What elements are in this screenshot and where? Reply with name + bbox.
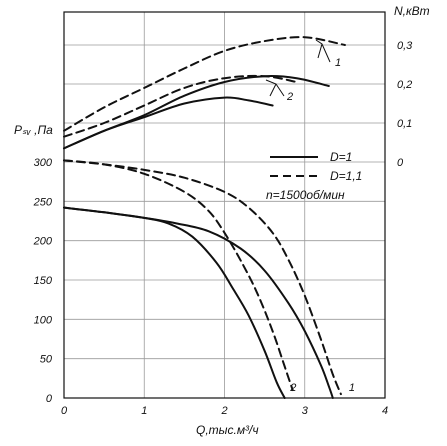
x-tick-label: 2 — [220, 405, 227, 417]
power-curve-d1-1 — [63, 74, 330, 150]
plot-frame — [63, 11, 386, 399]
x-tick-label: 1 — [141, 405, 147, 417]
power-curve-d11-2 — [63, 74, 298, 138]
x-tick-label: 0 — [61, 405, 68, 417]
pressure-curve-d1-2 — [63, 206, 286, 399]
x-tick-label: 4 — [382, 405, 388, 417]
grid — [64, 12, 385, 398]
pressure-curve-d1-1 — [63, 206, 334, 399]
curve-annotations: 2 1 1 2 — [265, 39, 355, 394]
y-tick-label-left: 250 — [33, 196, 53, 208]
legend-label-solid: D=1 — [330, 150, 352, 164]
legend-label-dashed: D=1,1 — [330, 169, 362, 183]
pressure-curve-d11-1 — [63, 159, 342, 396]
y-tick-label-right: 0 — [397, 157, 404, 169]
y-tick-label-left: 200 — [33, 236, 53, 248]
y-tick-label-left: 150 — [34, 275, 53, 287]
curve-number-label: 2 — [286, 91, 293, 103]
curve-number-label: 1 — [349, 382, 355, 394]
x-axis-label: Q,тыс.м³/ч — [196, 423, 259, 437]
y-tick-label-left: 300 — [34, 157, 53, 169]
power-curve-d11-1 — [63, 36, 346, 132]
curves — [63, 36, 346, 399]
y-tick-label-left: 100 — [34, 314, 53, 326]
y-axis-label-right: N,кВт — [394, 4, 430, 18]
y-tick-label-right: 0,2 — [397, 79, 412, 91]
x-tick-label: 3 — [302, 405, 309, 417]
legend-note-rpm: n=1500об/мин — [266, 188, 345, 202]
plot-border — [63, 11, 386, 399]
leader-line — [315, 39, 331, 63]
y-tick-label-left: 0 — [46, 393, 53, 405]
y-tick-label-right: 0,1 — [397, 118, 412, 130]
y-tick-label-left: 50 — [40, 354, 53, 366]
leader-line — [265, 79, 285, 97]
y-tick-label-right: 0,3 — [397, 40, 413, 52]
curve-number-label: 1 — [335, 57, 341, 69]
y-axis-label-left: Pₛᵥ ,Па — [14, 123, 53, 137]
legend: D=1 D=1,1 n=1500об/мин — [266, 150, 362, 202]
curve-number-label: 2 — [289, 382, 296, 394]
pressure-curve-d11-2 — [63, 159, 294, 392]
